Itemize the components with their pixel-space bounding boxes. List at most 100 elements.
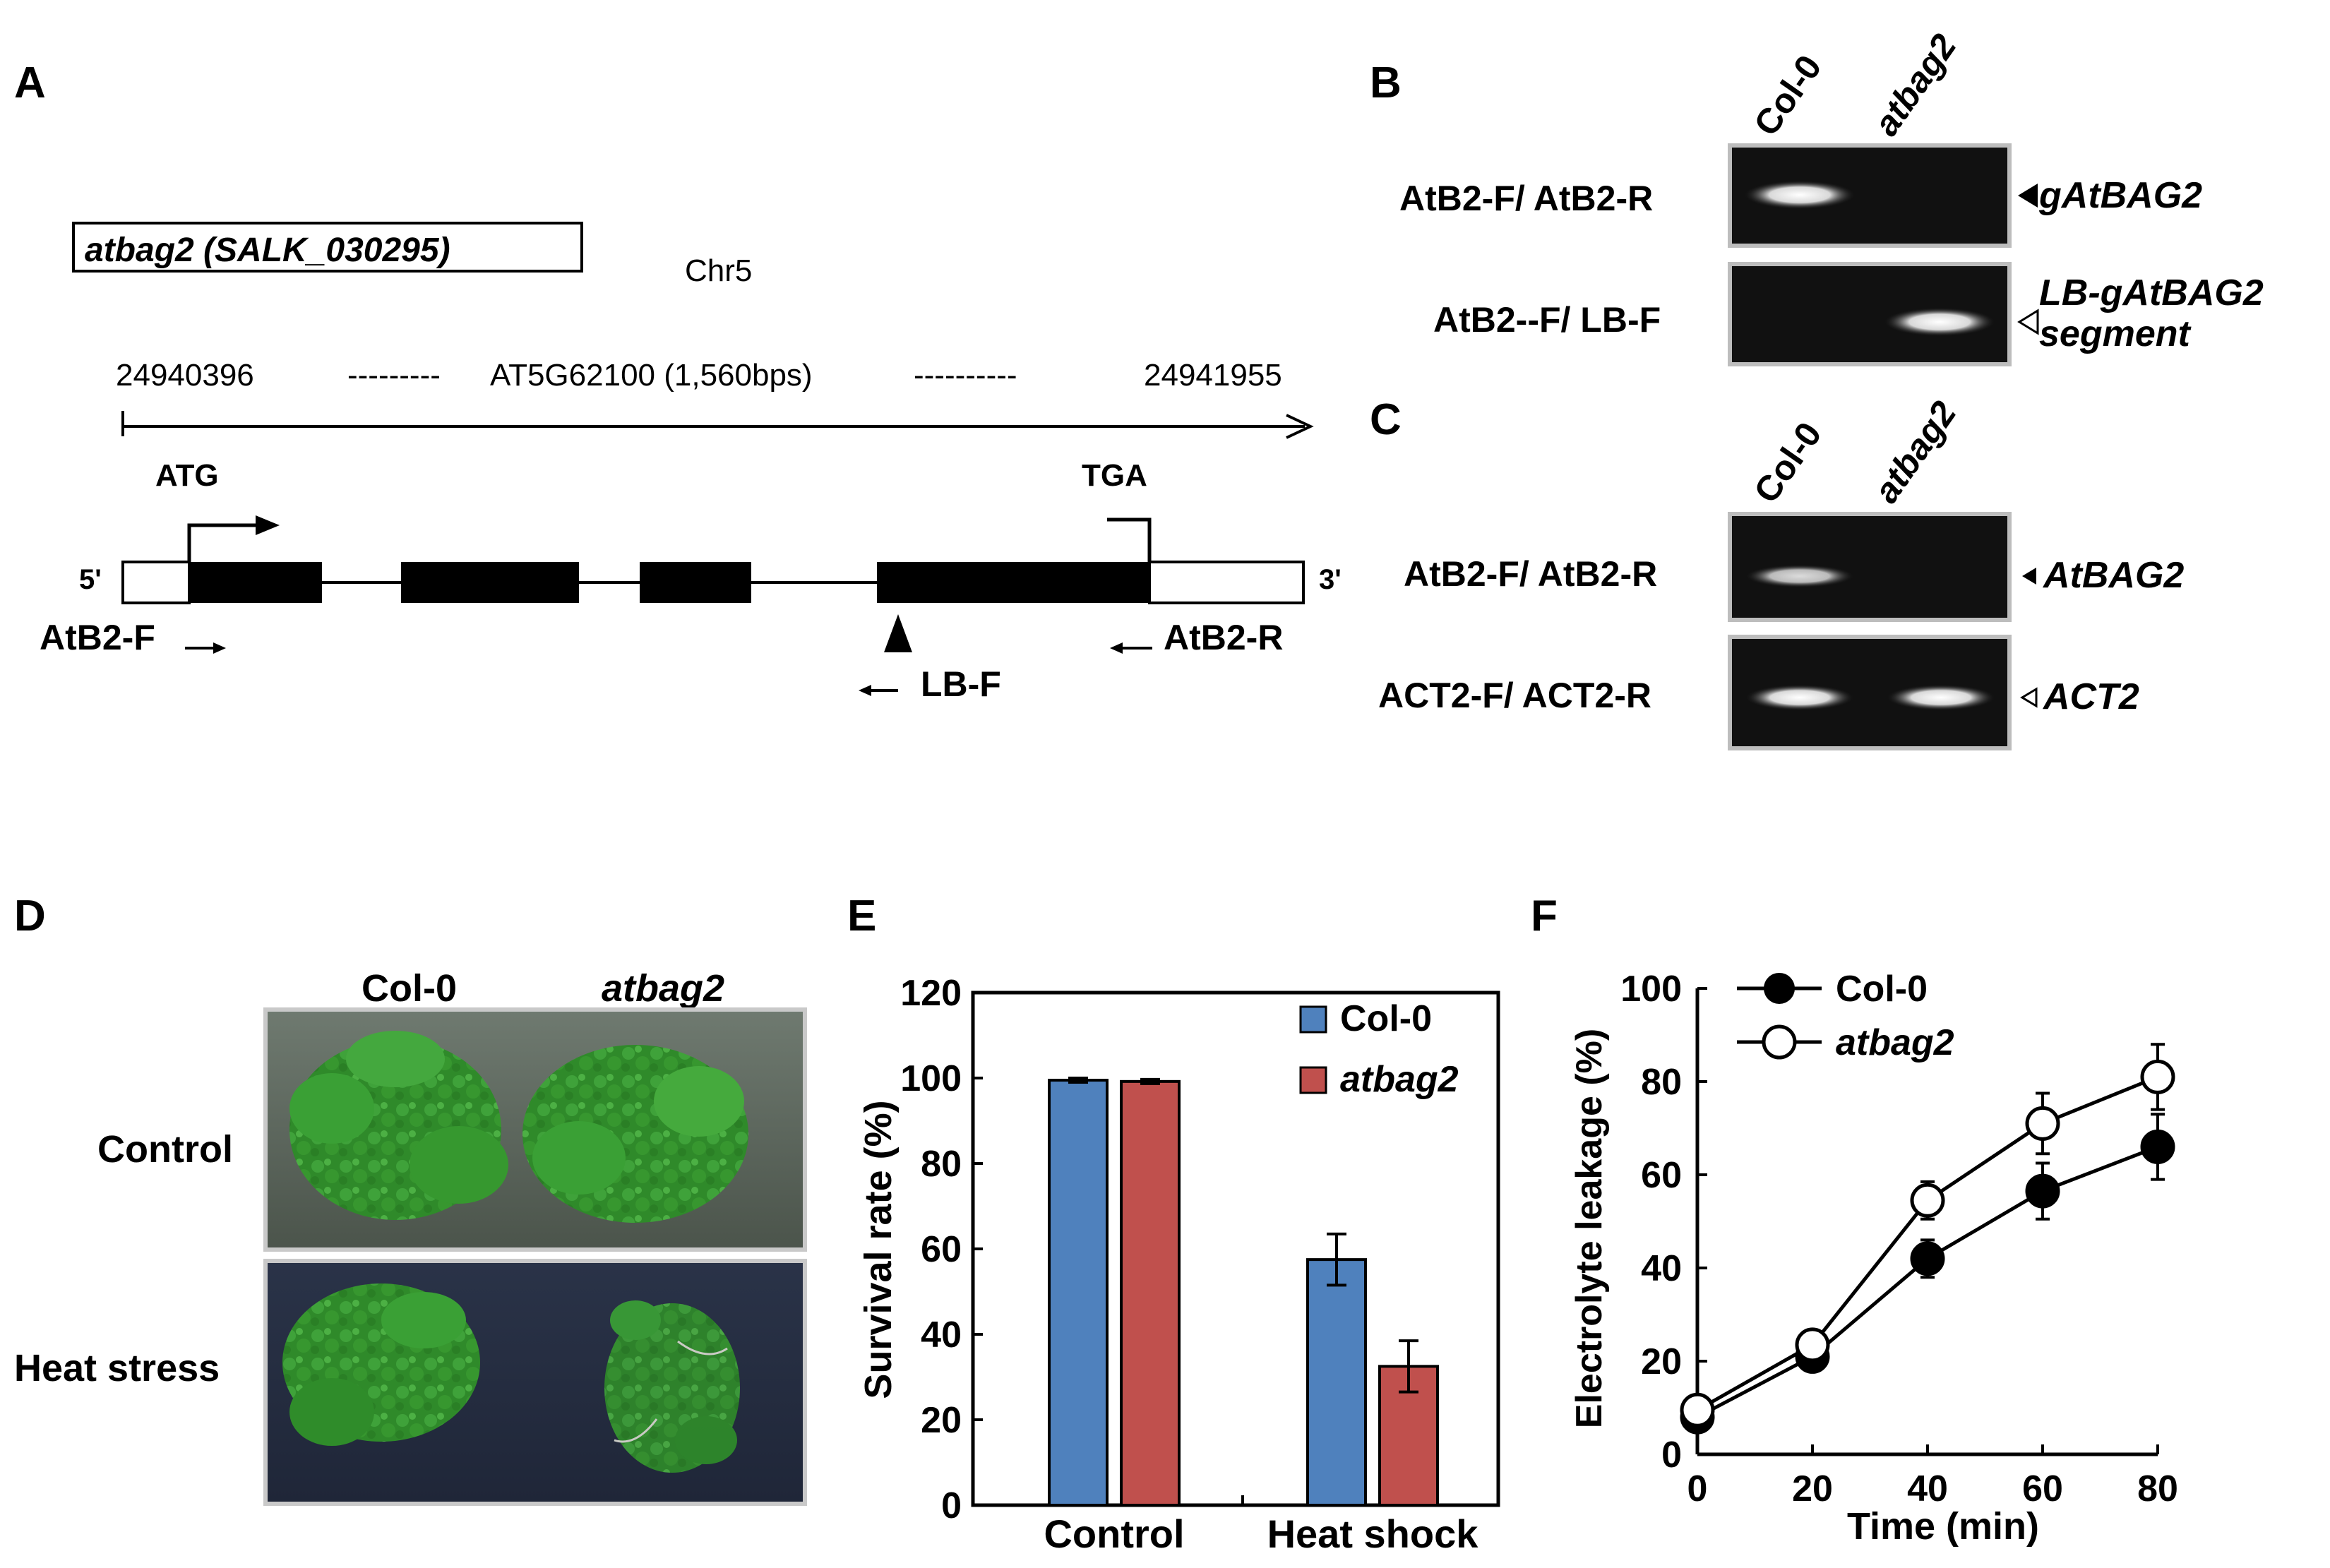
- primer-pair-label-b2: AtB2--F/ LB-F: [1433, 300, 1661, 340]
- chart-f-series: [1680, 1043, 2175, 1435]
- legend-marker-col0: [1764, 973, 1795, 1004]
- data-point-atbag2: [1680, 1392, 1715, 1428]
- exon-2: [401, 562, 579, 603]
- chart-e-legend: Col-0 atbag2: [1299, 998, 1459, 1100]
- y-tick-label: 60: [921, 1229, 962, 1270]
- band-marker-filled-c1: [2022, 568, 2036, 585]
- seedlings-atbag2-heat: [604, 1300, 740, 1473]
- data-point-atbag2: [1910, 1183, 1945, 1218]
- dash-right: ----------: [914, 358, 1017, 393]
- seedlings-col0-control: [289, 1031, 508, 1220]
- chart-f-x-axis: 0 20 40 60 80: [1687, 1444, 2178, 1509]
- x-tick-label: 40: [1907, 1468, 1948, 1509]
- band-marker-open-b2: [2017, 309, 2039, 335]
- y-tick-label: 80: [1641, 1062, 1682, 1103]
- band-marker-open-c2: [2020, 687, 2038, 708]
- product-label-b2-line2: segment: [2039, 313, 2192, 354]
- lane-label-atbag2-c: atbag2: [1866, 394, 1964, 510]
- chart-e-x-axis: Control Heat shock: [1044, 1495, 1478, 1556]
- photo-col-label-atbag2: atbag2: [602, 967, 724, 1010]
- y-tick-label: 60: [1641, 1155, 1682, 1196]
- data-point-col-0: [2025, 1173, 2060, 1209]
- chart-f-legend: Col-0 atbag2: [1737, 969, 1954, 1063]
- start-coordinate: 24940396: [116, 358, 254, 393]
- photo-row-label-heat: Heat stress: [14, 1347, 220, 1389]
- survival-bar-chart: 0 20 40 60 80 100 120 Control Heat shock Surviv…: [857, 973, 1500, 1556]
- three-prime-label: 3': [1319, 564, 1342, 595]
- atg-label: ATG: [155, 458, 219, 493]
- legend-label-atbag2-f: atbag2: [1836, 1022, 1954, 1063]
- lane-label-col0-c: Col-0: [1746, 415, 1829, 510]
- y-tick-label: 0: [941, 1485, 962, 1526]
- legend-marker-atbag2: [1762, 1024, 1797, 1060]
- legend-label-col0-f: Col-0: [1836, 969, 1928, 1010]
- data-point-col-0: [1910, 1241, 1945, 1276]
- y-tick-label: 100: [1620, 969, 1682, 1010]
- primer-pair-label-b1: AtB2-F/ AtB2-R: [1399, 179, 1653, 218]
- legend-swatch-atbag2: [1299, 1066, 1327, 1094]
- chart-e-bars: [1048, 1077, 1439, 1507]
- bar-col-0-0: [1048, 1079, 1109, 1507]
- panel-letter-c: C: [1370, 395, 1402, 444]
- lane-label-atbag2-b: atbag2: [1866, 27, 1964, 143]
- y-tick-label: 0: [1661, 1435, 1682, 1476]
- chart-f-y-axis-title: Electrolyte leakage (%): [1569, 1029, 1610, 1428]
- atg-arrow-head: [256, 515, 280, 535]
- data-point-atbag2: [1795, 1327, 1830, 1363]
- panel-letter-d: D: [14, 892, 46, 940]
- primer-f-arrow-head: [213, 642, 226, 654]
- gene-structure-diagram: atbag2 (SALK_030295) Chr5 24940396 -----…: [40, 222, 1342, 704]
- gel-panel-c: Col-0 atbag2 AtB2-F/ AtB2-R ACT2-F/ ACT2…: [1378, 394, 2184, 750]
- exon-3: [640, 562, 751, 603]
- chart-f-x-axis-title: Time (min): [1847, 1505, 2039, 1548]
- data-point-atbag2: [2140, 1059, 2175, 1094]
- x-category-label: Control: [1044, 1512, 1184, 1556]
- exon-1: [189, 562, 322, 603]
- product-label-c2: ACT2: [2042, 676, 2139, 717]
- utr-5: [121, 561, 191, 604]
- gel-band: [1745, 181, 1855, 209]
- panel-letter-e: E: [847, 892, 876, 940]
- x-tick-label: 0: [1687, 1468, 1708, 1509]
- legend-label-atbag2: atbag2: [1340, 1059, 1459, 1100]
- primer-pair-label-c2: ACT2-F/ ACT2-R: [1378, 676, 1651, 715]
- panel-letter-f: F: [1531, 892, 1558, 940]
- y-tick-label: 120: [900, 973, 962, 1014]
- mutant-label-box: [72, 222, 583, 273]
- chart-f-y-axis: 0 20 40 60 80 100: [1620, 969, 1707, 1476]
- five-prime-label: 5': [79, 564, 102, 595]
- primer-r-arrow-head: [1110, 642, 1123, 654]
- dash-left: ---------: [347, 358, 441, 393]
- utr-3: [1148, 561, 1305, 604]
- photo-col-label-col0: Col-0: [362, 967, 457, 1010]
- plant-photo-panel: Col-0 atbag2 Control Heat stress: [14, 967, 807, 1506]
- panel-letter-b: B: [1370, 59, 1402, 107]
- bar-atbag2-0: [1120, 1079, 1181, 1507]
- panel-letter-a: A: [14, 59, 46, 107]
- gel-panel-b: Col-0 atbag2 AtB2-F/ AtB2-R AtB2--F/ LB-…: [1399, 27, 2264, 366]
- tga-stop-mark: [1107, 517, 1152, 562]
- product-label-c1: AtBAG2: [2042, 555, 2184, 596]
- primer-f-label: AtB2-F: [40, 618, 155, 657]
- band-marker-filled-b1: [2018, 184, 2038, 208]
- y-tick-label: 40: [1641, 1248, 1682, 1289]
- x-tick-label: 60: [2022, 1468, 2063, 1509]
- data-point-col-0: [2140, 1129, 2175, 1164]
- gel-band: [1746, 685, 1853, 710]
- seedlings-atbag2-control: [522, 1045, 748, 1223]
- tga-label: TGA: [1082, 458, 1147, 493]
- chart-e-y-axis: 0 20 40 60 80 100 120: [900, 973, 983, 1526]
- seedlings-col0-heat: [282, 1283, 480, 1446]
- primer-r-label: AtB2-R: [1164, 618, 1283, 657]
- lane-label-col0-b: Col-0: [1746, 48, 1829, 143]
- y-tick-label: 100: [900, 1058, 962, 1099]
- y-tick-label: 40: [921, 1315, 962, 1355]
- y-tick-label: 80: [921, 1144, 962, 1185]
- x-category-label: Heat shock: [1267, 1512, 1479, 1556]
- x-tick-label: 20: [1792, 1468, 1833, 1509]
- mutant-label: atbag2 (SALK_030295): [85, 232, 450, 269]
- bar-col-0-1: [1306, 1258, 1367, 1507]
- gel-band: [1746, 565, 1853, 587]
- y-tick-label: 20: [921, 1400, 962, 1441]
- atg-start-arrow: [187, 523, 263, 562]
